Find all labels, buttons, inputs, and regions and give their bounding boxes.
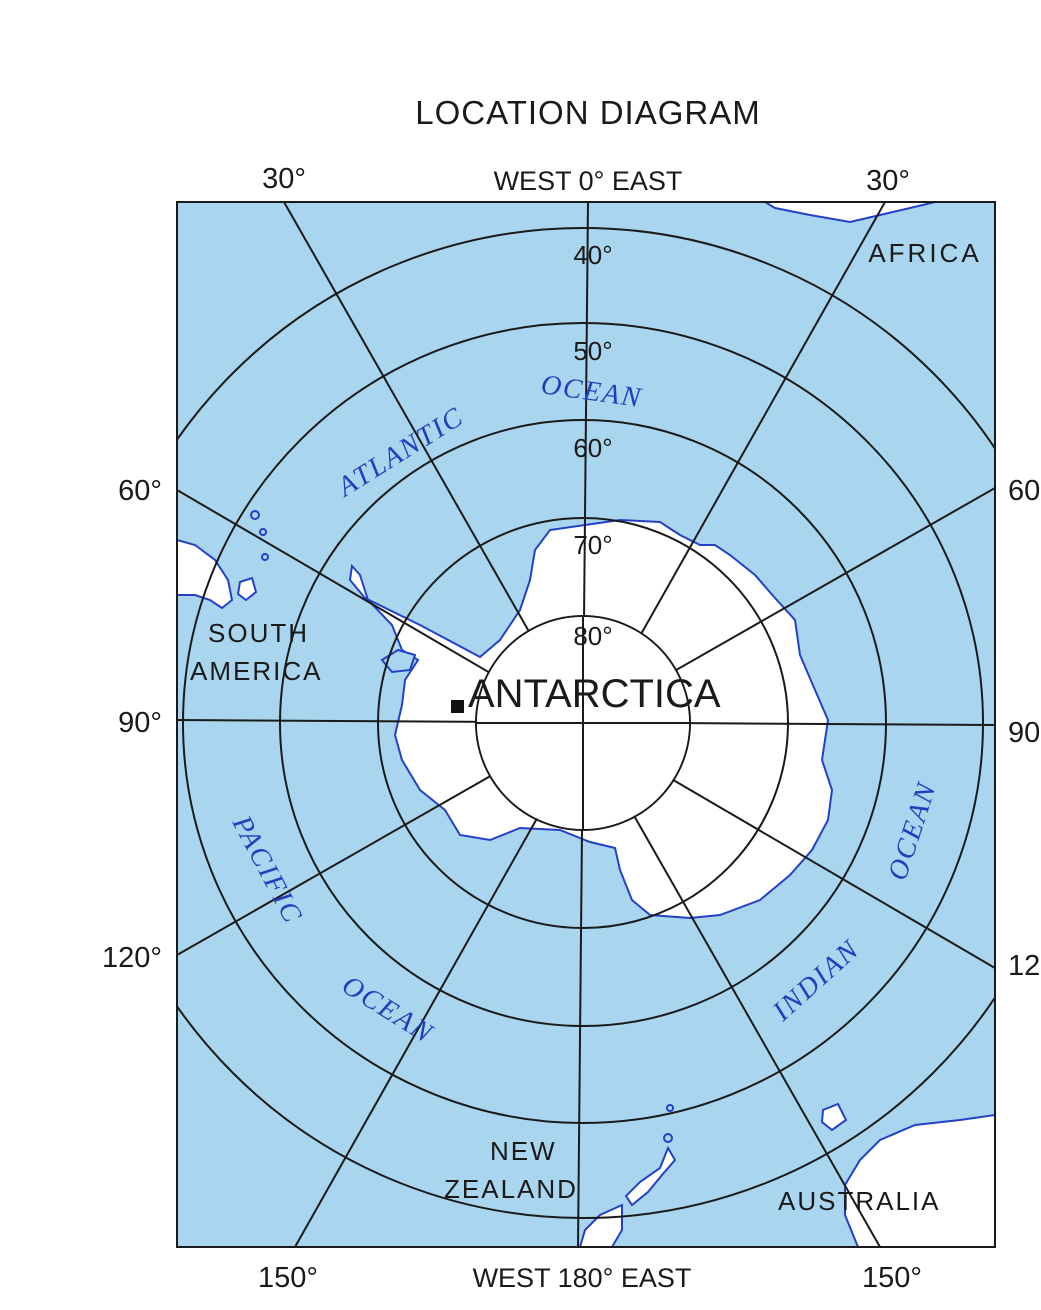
map-border — [176, 201, 996, 1248]
south-america-label-line1: SOUTH — [208, 618, 309, 648]
right-label-120: 12 — [1008, 950, 1040, 982]
bottom-label-left: 150° — [258, 1262, 318, 1294]
map-frame — [176, 201, 996, 1248]
bottom-label-center: WEST 180° EAST — [473, 1263, 692, 1293]
australia-landmass — [844, 1113, 995, 1247]
top-label-center: WEST 0° EAST — [494, 166, 683, 196]
latitude-label-40: 40° — [573, 240, 612, 270]
australia-label: AUSTRALIA — [778, 1186, 941, 1216]
africa-label: AFRICA — [868, 238, 981, 268]
new-zealand-south-island — [578, 1203, 623, 1247]
latitude-label-60: 60° — [573, 433, 612, 463]
map-title: LOCATION DIAGRAM — [415, 94, 760, 131]
small-island-1 — [250, 510, 260, 520]
south-america-landmass — [177, 538, 234, 610]
south-america-label-line2: AMERICA — [190, 656, 322, 686]
latitude-label-50: 50° — [573, 336, 612, 366]
small-island-3 — [261, 553, 269, 561]
top-label-left: 30° — [262, 163, 306, 195]
left-label-90: 90° — [118, 707, 162, 739]
nz-small-island-1 — [666, 1104, 674, 1112]
location-marker — [451, 700, 464, 713]
latitude-60-circle — [279, 419, 887, 1027]
nz-small-island-2 — [663, 1133, 673, 1143]
latitude-label-80: 80° — [573, 621, 612, 651]
top-label-right: 30° — [866, 165, 910, 197]
falkland-island — [236, 576, 258, 602]
new-zealand-label-line2: ZEALAND — [444, 1174, 578, 1204]
left-label-60: 60° — [118, 475, 162, 507]
antarctica-label: ANTARCTICA — [468, 672, 721, 716]
small-island-2 — [259, 528, 267, 536]
bottom-label-right: 150° — [862, 1262, 922, 1294]
left-label-120: 120° — [102, 942, 162, 974]
right-label-90: 90 — [1008, 717, 1040, 749]
latitude-40-circle — [177, 227, 995, 1219]
tasmania-island — [820, 1102, 848, 1132]
new-zealand-label-line1: NEW — [490, 1136, 557, 1166]
latitude-50-circle — [182, 322, 984, 1124]
right-label-60: 60 — [1008, 475, 1040, 507]
latitude-label-70: 70° — [573, 530, 612, 560]
new-zealand-north-island — [624, 1145, 677, 1207]
